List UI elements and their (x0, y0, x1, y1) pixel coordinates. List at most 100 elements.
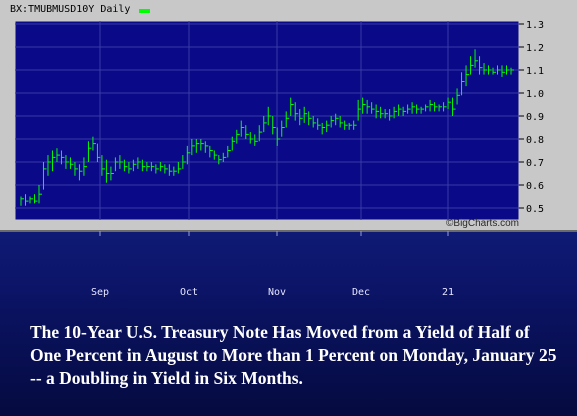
price-bar (285, 111, 290, 128)
price-bar (267, 106, 272, 126)
price-bar (83, 157, 87, 176)
price-bar (492, 67, 497, 75)
y-tick-label: 1.3 (526, 20, 544, 31)
price-bar (263, 116, 267, 133)
price-bar (227, 145, 231, 158)
price-bar (51, 150, 56, 172)
price-bar (128, 162, 132, 174)
price-bar (155, 164, 159, 174)
price-bar (402, 106, 407, 116)
price-bar (168, 164, 173, 176)
price-bar (470, 56, 474, 75)
price-bar (348, 122, 353, 130)
price-bar (20, 196, 24, 206)
price-bars (20, 49, 514, 206)
price-bar (173, 166, 177, 176)
price-bar (191, 139, 195, 156)
price-bar (479, 56, 483, 75)
price-bar (447, 97, 452, 110)
price-bar (384, 109, 389, 119)
price-bar (303, 106, 308, 123)
price-bar (339, 116, 344, 128)
price-bar (510, 67, 514, 75)
price-bar (186, 145, 191, 165)
price-bar (362, 97, 366, 114)
grid (15, 21, 519, 220)
price-bar (209, 145, 213, 158)
x-tick-label: 21 (442, 287, 454, 298)
price-bar (281, 120, 285, 137)
price-bar (69, 157, 74, 169)
y-tick-label: 0.9 (526, 112, 544, 123)
ticker-symbol: BX:TMUBMUSD10Y (10, 4, 95, 15)
price-bar (330, 116, 335, 128)
chart-period: Daily (100, 4, 131, 15)
price-bar (321, 122, 326, 135)
price-bar (425, 104, 429, 112)
price-bar (506, 65, 510, 75)
price-bar (272, 116, 276, 135)
price-bar (411, 102, 416, 114)
price-bar (195, 139, 200, 153)
price-bar (416, 104, 420, 114)
price-bar (110, 166, 114, 181)
price-bar (465, 65, 470, 87)
price-bar (222, 152, 227, 162)
price-bar (380, 106, 384, 119)
caption: The 10-Year U.S. Treasury Note Has Moved… (30, 322, 557, 388)
price-bar (47, 155, 51, 176)
price-bar (456, 88, 461, 105)
price-bar (141, 159, 146, 172)
price-bar (344, 120, 348, 130)
y-tick-label: 0.8 (526, 135, 544, 146)
y-tick-label: 0.6 (526, 181, 544, 192)
price-bar (245, 125, 249, 139)
header-bar (0, 0, 577, 21)
price-bar (398, 104, 402, 116)
plot-area (14, 20, 520, 221)
price-bar (182, 155, 186, 169)
y-axis-ticks: 1.3 1.2 1.1 1.0 0.9 0.8 0.7 0.6 0.5 (519, 20, 544, 215)
price-bar (366, 99, 371, 114)
price-bar (218, 155, 222, 165)
price-bar (335, 113, 339, 126)
chart: 1.3 1.2 1.1 1.0 0.9 0.8 0.7 0.6 0.5 Sep Oct Nov Dec… (0, 0, 577, 298)
price-bar (434, 102, 438, 112)
price-bar (299, 109, 303, 126)
price-bar (74, 162, 78, 176)
price-bar (258, 125, 263, 142)
price-bar (474, 49, 479, 68)
price-bar (497, 65, 501, 75)
price-bar (254, 134, 258, 146)
y-tick-label: 1.2 (526, 43, 544, 54)
price-bar (420, 106, 425, 114)
price-bar (33, 194, 38, 204)
price-bar (357, 99, 362, 121)
price-bar (290, 97, 294, 116)
y-tick-label: 0.7 (526, 158, 544, 169)
price-bar (443, 102, 447, 112)
price-bar (236, 129, 240, 144)
price-bar (461, 72, 465, 96)
price-bar (132, 159, 137, 172)
y-tick-label: 1.0 (526, 89, 544, 100)
price-bar (213, 150, 218, 160)
price-bar (38, 185, 42, 204)
price-bar (389, 109, 393, 121)
price-bar (407, 104, 411, 114)
y-tick-label: 0.5 (526, 204, 544, 215)
price-bar (353, 120, 357, 130)
x-tick-label: Nov (268, 287, 286, 298)
y-tick-label: 1.1 (526, 66, 544, 77)
price-bar (164, 164, 168, 174)
price-bar (240, 120, 245, 137)
x-tick-label: Sep (91, 287, 109, 298)
chart-title: BX:TMUBMUSD10Y Daily (10, 4, 130, 15)
y-axis-panel (519, 21, 577, 220)
price-bar (150, 162, 155, 172)
price-bar (29, 196, 33, 204)
x-tick-label: Dec (352, 287, 370, 298)
price-bar (231, 136, 236, 151)
footer-bar (0, 220, 577, 231)
legend-swatch (139, 9, 150, 13)
